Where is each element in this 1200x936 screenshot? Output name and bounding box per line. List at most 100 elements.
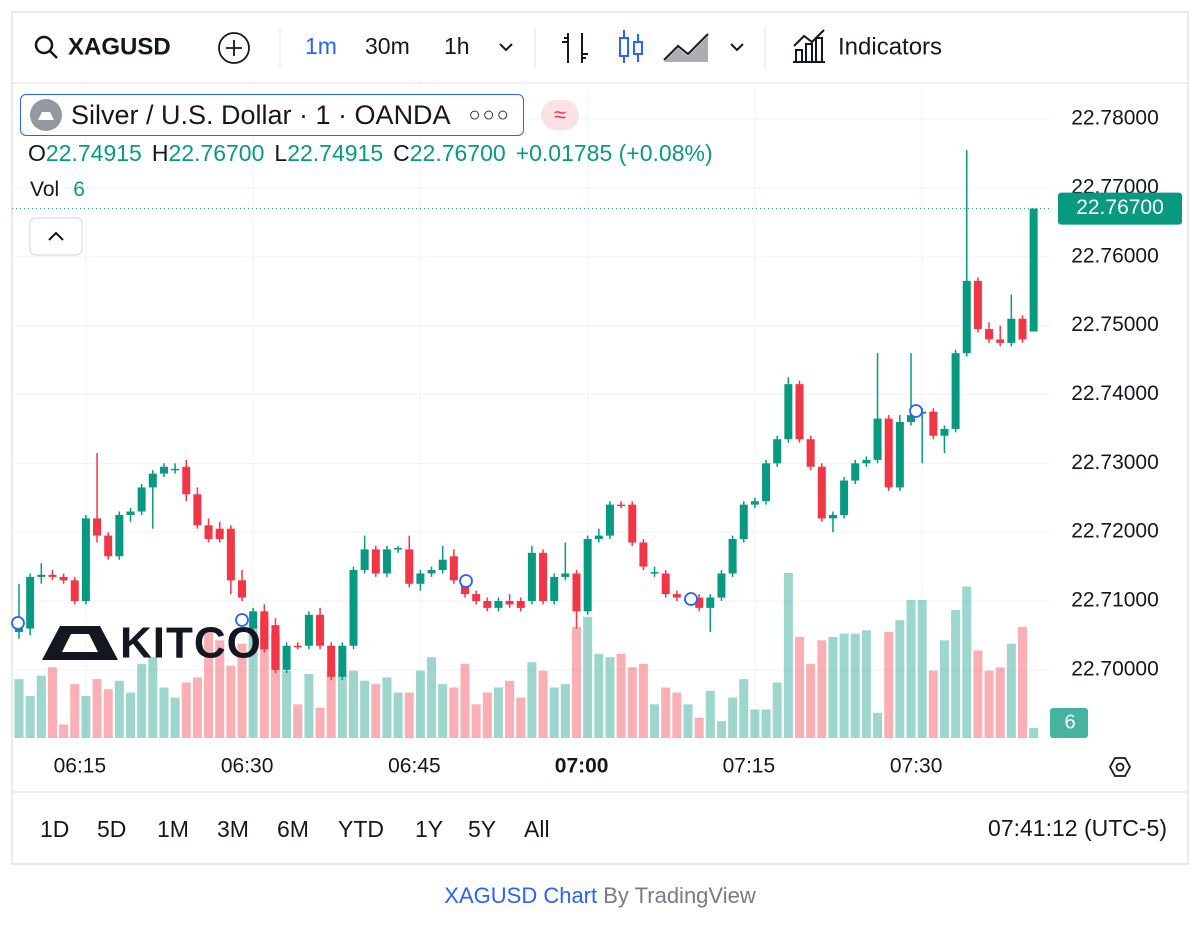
symbol[interactable]: XAGUSD bbox=[68, 33, 171, 60]
candle-body bbox=[717, 573, 726, 598]
search-icon[interactable] bbox=[34, 35, 54, 55]
candle-body bbox=[1007, 318, 1016, 343]
candle-body bbox=[159, 466, 168, 474]
event-marker[interactable] bbox=[235, 613, 249, 627]
volume-bar bbox=[650, 704, 660, 738]
volume-bar bbox=[393, 692, 403, 738]
indicators-button[interactable]: Indicators bbox=[838, 33, 942, 60]
candle-body bbox=[951, 353, 960, 429]
candle-body bbox=[985, 329, 994, 340]
volume-bar bbox=[594, 653, 604, 738]
event-marker[interactable] bbox=[11, 616, 25, 630]
candle-body bbox=[271, 625, 280, 670]
bars-icon[interactable] bbox=[562, 33, 588, 63]
indicators-icon[interactable] bbox=[793, 29, 825, 63]
candle-body bbox=[327, 645, 336, 677]
range-button[interactable]: 1Y bbox=[415, 816, 443, 842]
volume-bar bbox=[427, 657, 437, 738]
volume-bar bbox=[806, 663, 816, 738]
interval-30m[interactable]: 30m bbox=[365, 33, 410, 59]
range-button[interactable]: YTD bbox=[338, 816, 384, 842]
candle-body bbox=[940, 428, 949, 436]
candle-body bbox=[193, 494, 202, 526]
volume-bar bbox=[951, 610, 961, 738]
last-price-tag bbox=[1058, 192, 1182, 225]
volume-bar bbox=[761, 709, 771, 738]
volume-bar bbox=[572, 626, 581, 738]
volume-bar bbox=[627, 667, 637, 738]
volume-bar bbox=[304, 674, 314, 738]
x-tick-label: 06:45 bbox=[388, 755, 441, 778]
compare-button[interactable] bbox=[218, 32, 250, 64]
candle-body bbox=[505, 601, 514, 605]
volume-bar bbox=[505, 680, 515, 738]
volume-bar bbox=[460, 663, 470, 738]
legend-title-box[interactable]: Silver / U.S. Dollar · 1 · OANDA ○○○ bbox=[20, 94, 524, 136]
volume-bar bbox=[337, 674, 347, 738]
interval-1h[interactable]: 1h bbox=[444, 33, 470, 59]
candle-body bbox=[851, 463, 860, 481]
volume-bar bbox=[226, 665, 236, 738]
volume-bar bbox=[873, 712, 883, 738]
volume-bar bbox=[237, 643, 247, 738]
candle-body bbox=[706, 597, 715, 608]
widget-border bbox=[11, 11, 1189, 865]
chart-type-menu[interactable] bbox=[730, 43, 744, 52]
toolbar: XAGUSD 1m 30m 1h Indicators bbox=[34, 28, 942, 68]
x-tick-label: 06:30 bbox=[221, 755, 274, 778]
candle-body bbox=[126, 511, 135, 515]
settings-button[interactable] bbox=[1108, 757, 1132, 777]
volume-bar bbox=[739, 679, 749, 738]
legend-title: Silver / U.S. Dollar · 1 · OANDA bbox=[71, 99, 451, 130]
volume-bar bbox=[683, 704, 693, 738]
footer-link[interactable]: XAGUSD Chart bbox=[444, 883, 598, 908]
range-button[interactable]: 3M bbox=[217, 816, 249, 842]
event-marker[interactable] bbox=[459, 574, 473, 588]
candle-body bbox=[895, 422, 904, 488]
legend-more[interactable]: ○○○ bbox=[468, 103, 511, 126]
plus-icon bbox=[226, 40, 242, 56]
volume-bar bbox=[204, 630, 214, 738]
range-button[interactable]: 1D bbox=[40, 816, 69, 842]
candles-icon[interactable] bbox=[619, 30, 643, 63]
candle-body bbox=[204, 525, 213, 540]
collapse-button[interactable] bbox=[29, 217, 83, 256]
candle-body bbox=[438, 559, 447, 571]
volume-bar bbox=[828, 636, 838, 738]
volume-bar bbox=[282, 670, 292, 738]
candle-body bbox=[304, 614, 313, 646]
range-button[interactable]: All bbox=[524, 816, 550, 842]
event-marker[interactable] bbox=[684, 592, 698, 606]
volume-bar bbox=[984, 670, 994, 738]
area-icon[interactable] bbox=[663, 33, 709, 61]
volume-bar bbox=[716, 721, 726, 738]
candle-body bbox=[137, 487, 146, 512]
range-button[interactable]: 5D bbox=[97, 816, 126, 842]
candle-body bbox=[907, 415, 915, 423]
interval-menu[interactable] bbox=[499, 43, 513, 52]
candle-body bbox=[238, 580, 246, 598]
candle-body bbox=[416, 573, 425, 584]
candle-body bbox=[628, 504, 637, 543]
candle-body bbox=[962, 280, 971, 354]
data-status[interactable]: ≈ bbox=[541, 100, 579, 130]
volume-bar bbox=[360, 680, 370, 738]
volume-bar bbox=[493, 687, 503, 738]
volume-bar bbox=[661, 687, 671, 738]
candle-body bbox=[15, 628, 23, 632]
range-button[interactable]: 1M bbox=[157, 816, 189, 842]
range-button[interactable]: 5Y bbox=[468, 816, 496, 842]
volume-bar bbox=[772, 682, 782, 738]
interval-1m[interactable]: 1m bbox=[305, 33, 337, 59]
candle-body bbox=[594, 535, 603, 540]
event-marker[interactable] bbox=[909, 404, 923, 418]
x-tick-label: 07:15 bbox=[723, 755, 776, 778]
candle-body bbox=[550, 576, 559, 602]
y-tick-label: 22.71000 bbox=[1071, 589, 1159, 612]
candle-body bbox=[405, 549, 414, 584]
candle-body bbox=[884, 418, 893, 488]
volume-bar bbox=[148, 657, 158, 738]
range-button[interactable]: 6M bbox=[277, 816, 309, 842]
candle-body bbox=[828, 514, 837, 519]
legend-value: 22.74915 bbox=[287, 140, 384, 166]
